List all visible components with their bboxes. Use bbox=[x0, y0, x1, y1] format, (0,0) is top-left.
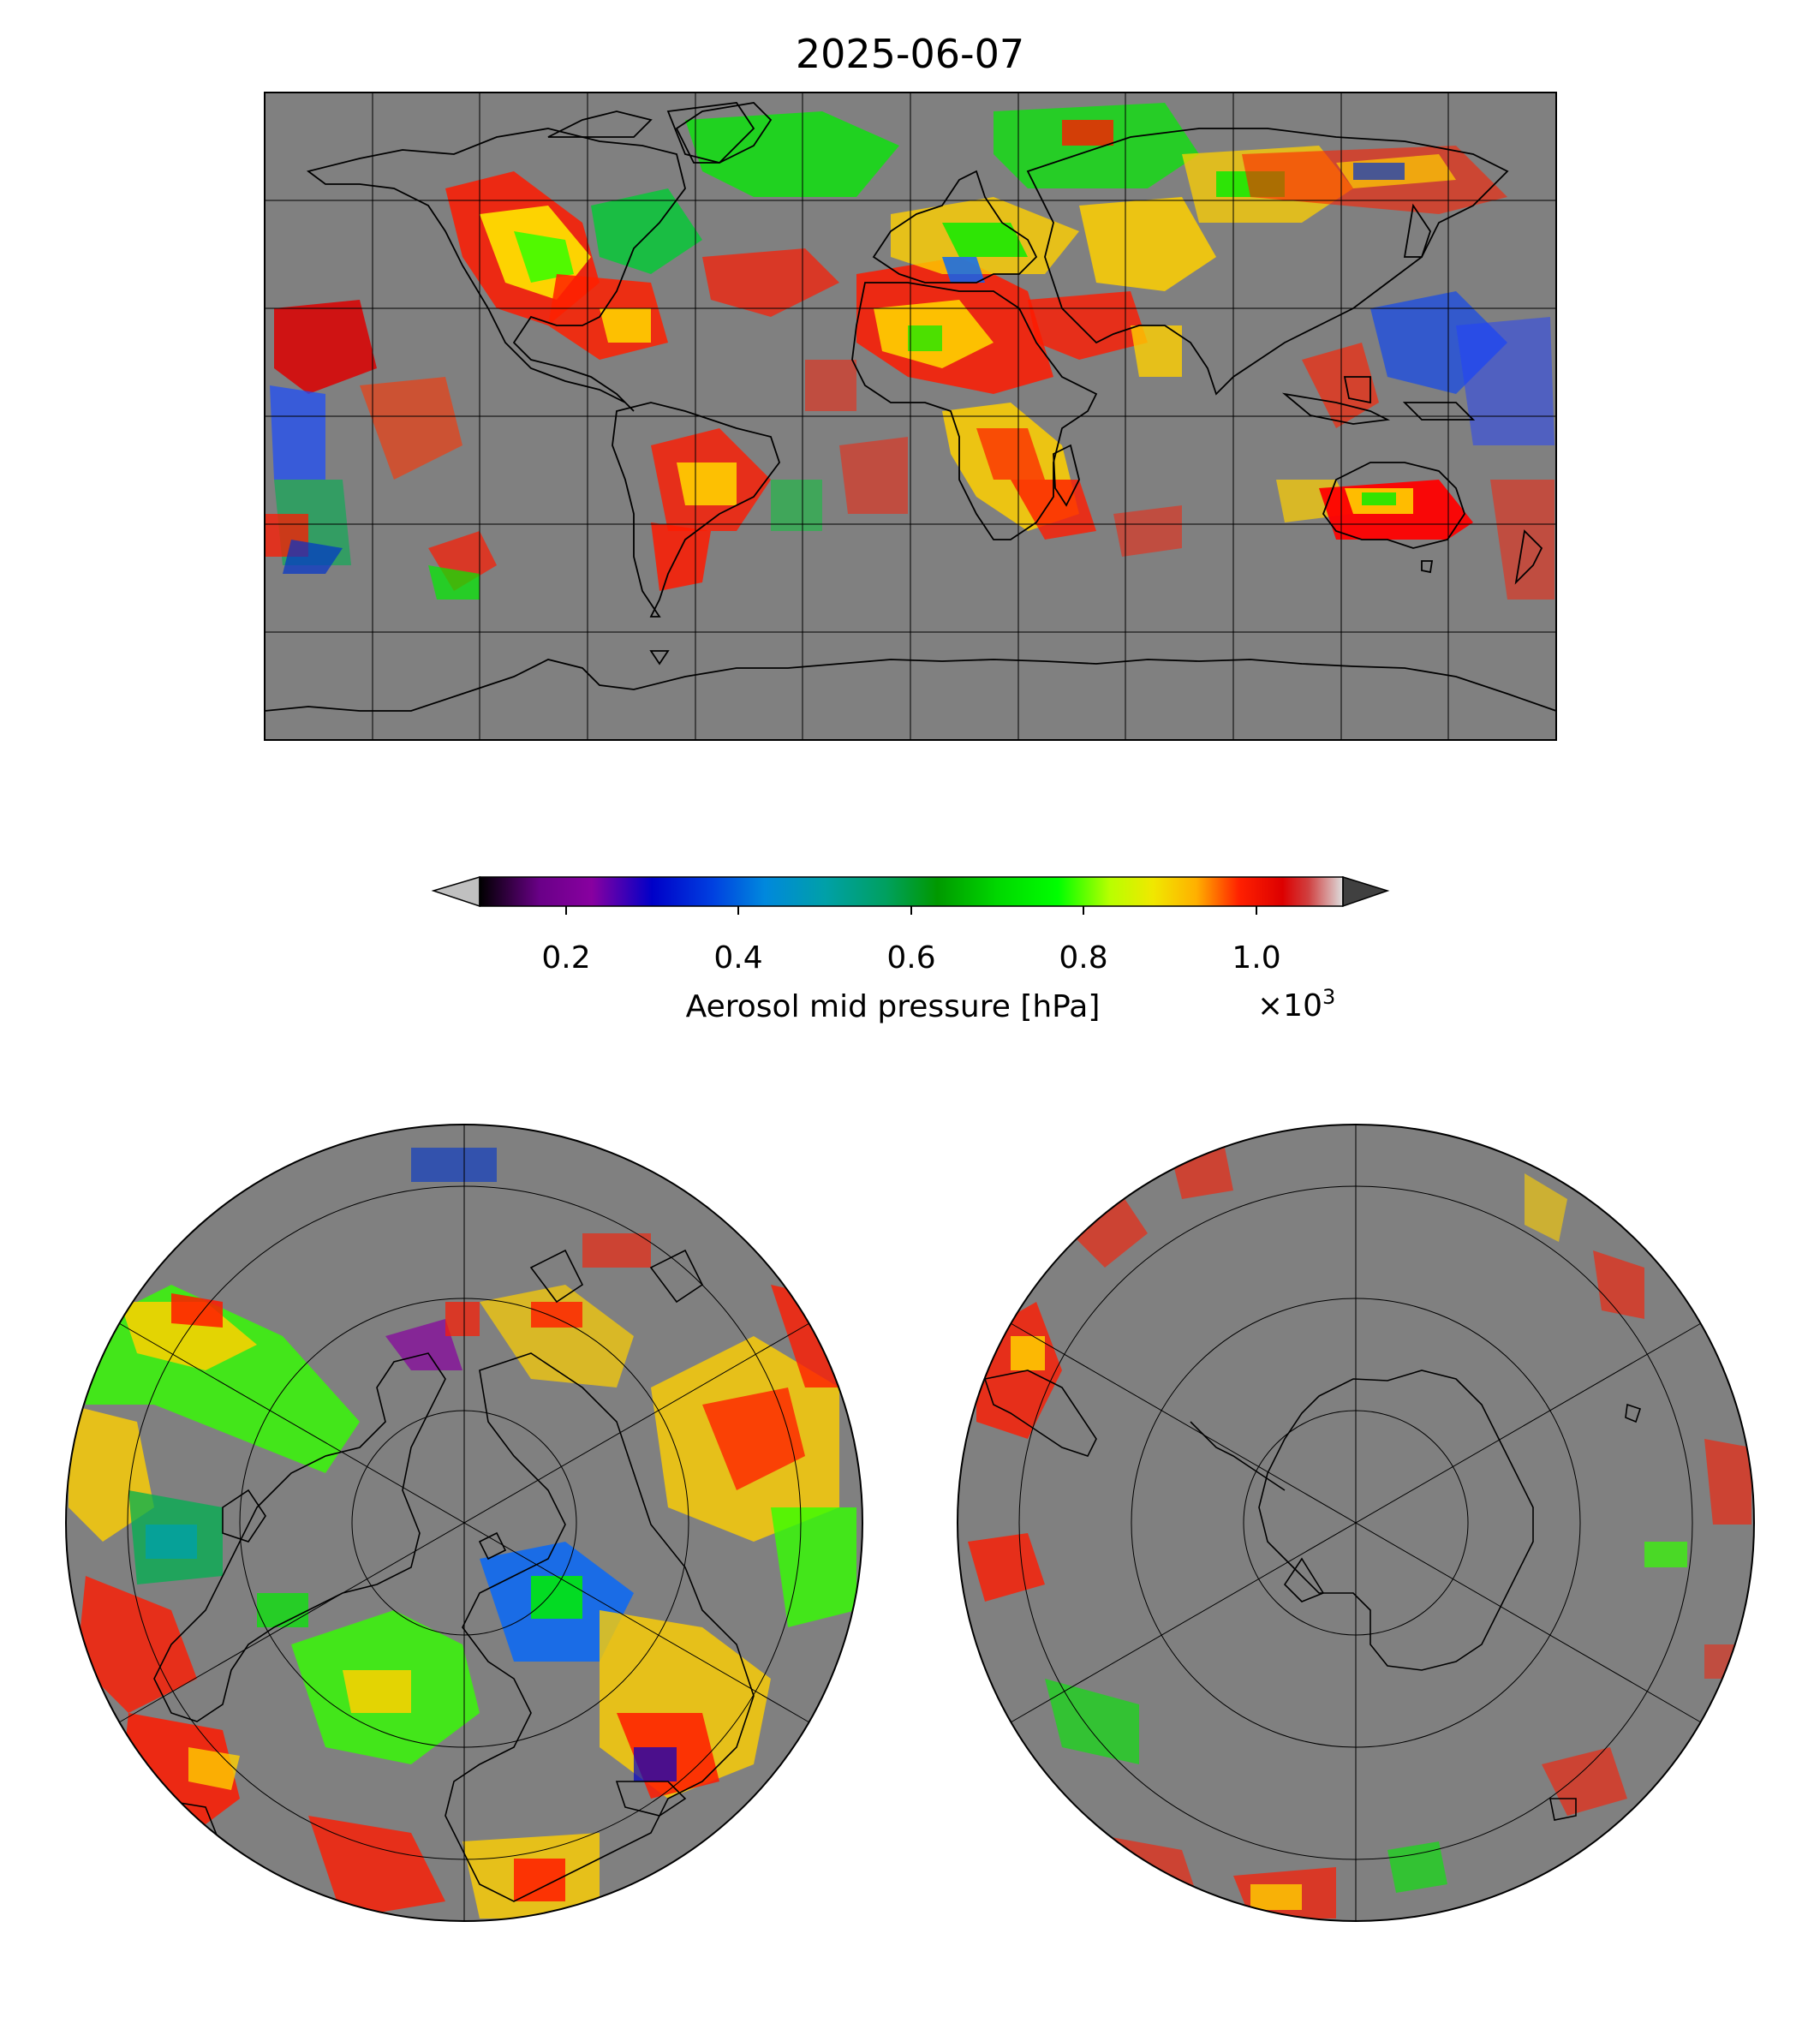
colorbar-multiplier: ×103 bbox=[1257, 985, 1335, 1023]
colorbar-multiplier-base: ×10 bbox=[1257, 988, 1322, 1023]
north-polar-gridlines bbox=[118, 1125, 810, 1921]
north-polar-frame bbox=[65, 1124, 863, 1922]
global-gridlines bbox=[265, 92, 1556, 740]
global-map bbox=[264, 92, 1557, 741]
north-polar-map bbox=[65, 1124, 863, 1922]
colorbar-tick-label: 0.6 bbox=[886, 940, 936, 976]
south-polar-map bbox=[957, 1124, 1755, 1922]
colorbar-ticks bbox=[565, 906, 1257, 915]
colorbar bbox=[431, 875, 1390, 915]
figure-title: 2025-06-07 bbox=[795, 31, 1025, 77]
south-polar-gridlines bbox=[1010, 1125, 1702, 1921]
colorbar-gradient bbox=[480, 877, 1343, 906]
colorbar-tick-label: 0.4 bbox=[713, 940, 763, 976]
south-polar-frame bbox=[957, 1124, 1755, 1922]
colorbar-tick-label: 0.2 bbox=[541, 940, 591, 976]
colorbar-multiplier-exponent: 3 bbox=[1322, 985, 1336, 1009]
colorbar-under-extension bbox=[431, 875, 480, 908]
global-coastlines bbox=[265, 102, 1556, 712]
north-polar-data-layer bbox=[69, 1148, 856, 1919]
colorbar-label: Aerosol mid pressure [hPa] bbox=[685, 989, 1101, 1024]
colorbar-over-extension bbox=[1342, 875, 1390, 908]
global-map-frame bbox=[264, 92, 1557, 741]
colorbar-tick-label: 1.0 bbox=[1232, 940, 1281, 976]
colorbar-tick-label: 0.8 bbox=[1059, 940, 1108, 976]
